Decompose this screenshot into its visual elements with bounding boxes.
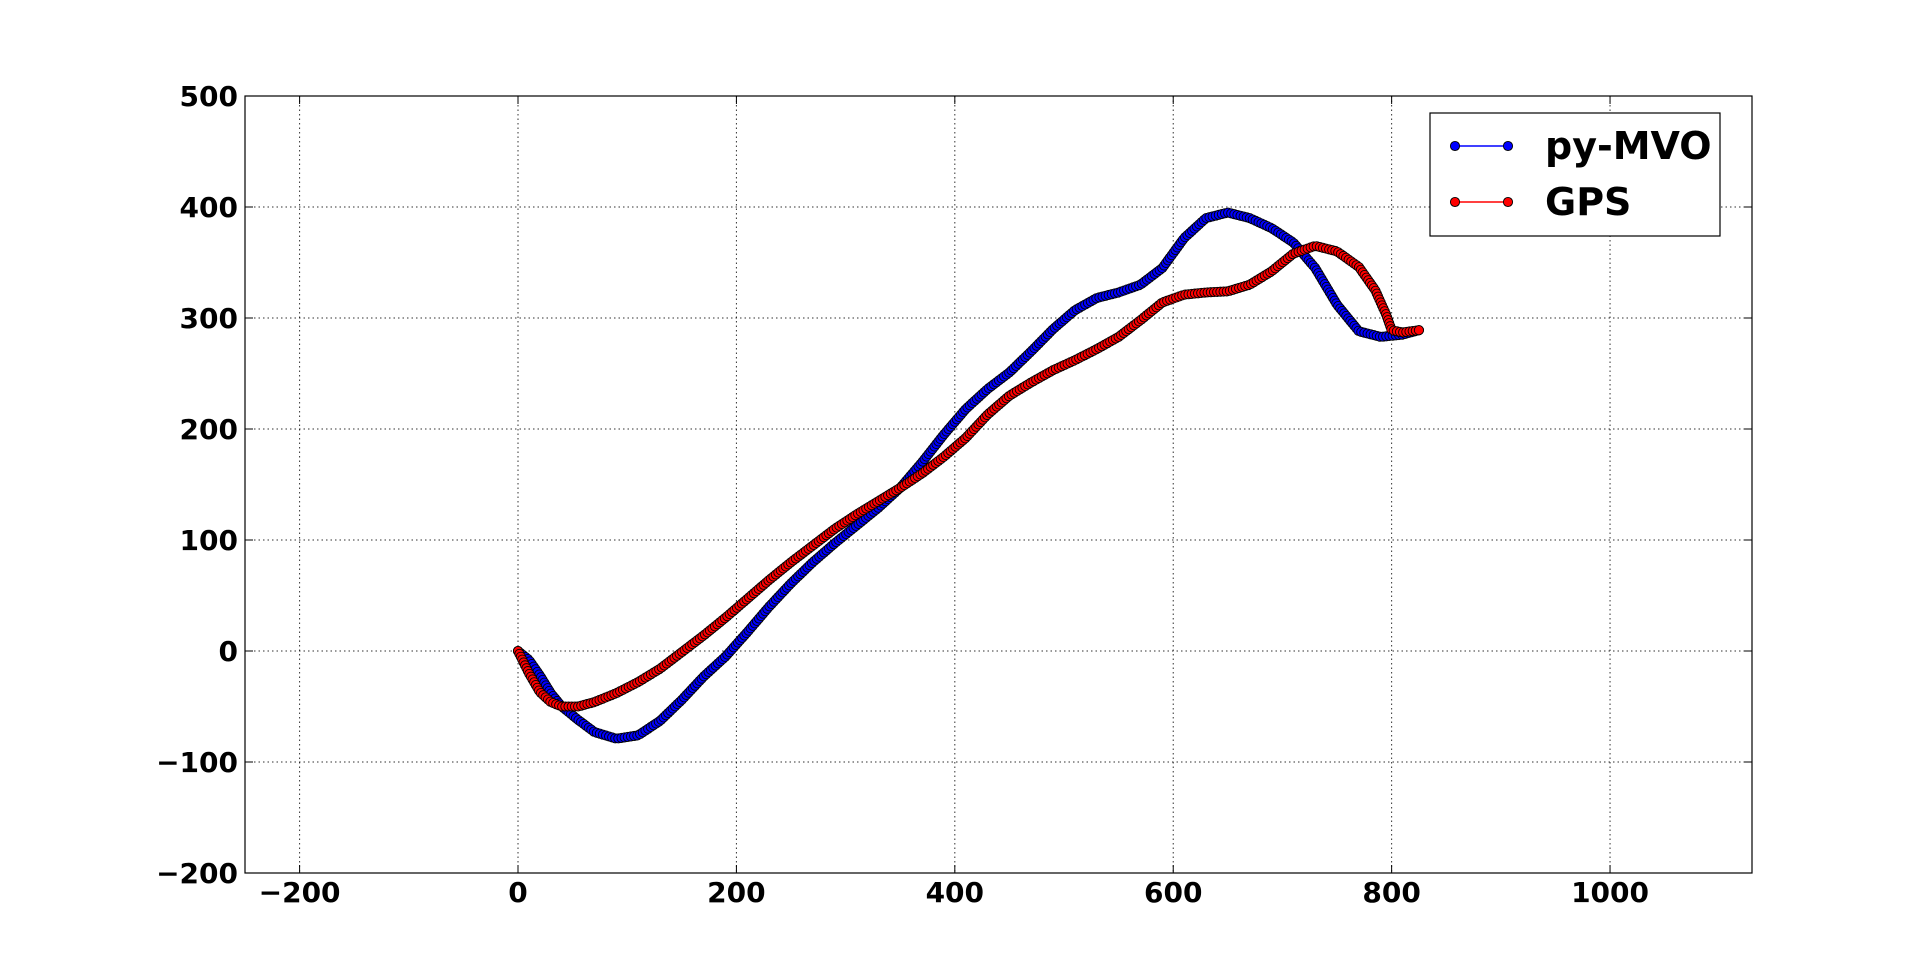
data-point: [1413, 325, 1424, 336]
legend-marker: [1449, 196, 1461, 208]
y-tick-label: 0: [219, 635, 238, 668]
legend-entry: py-MVO: [1449, 124, 1712, 168]
y-tick-label: 500: [180, 80, 238, 113]
legend-marker: [1449, 140, 1461, 152]
y-tick-label: −100: [156, 746, 238, 779]
y-tick-label: 100: [180, 524, 238, 557]
x-tick-label: 0: [508, 876, 527, 909]
x-tick-label: 200: [707, 876, 765, 909]
x-tick-label: 600: [1144, 876, 1202, 909]
plot-frame: [244, 95, 1753, 874]
legend-marker: [1502, 196, 1514, 208]
legend-marker: [1502, 140, 1514, 152]
x-tick-label: 800: [1362, 876, 1420, 909]
x-tick-label: 1000: [1571, 876, 1649, 909]
y-tick-label: 300: [180, 302, 238, 335]
y-tick-label: 200: [180, 413, 238, 446]
series-gps: [512, 241, 1424, 712]
axis-ticks: −200 0 200 400 600 800 1000 −200 −100 0 100 200 300 4…: [156, 80, 1752, 909]
legend-entry: GPS: [1449, 180, 1631, 224]
x-tick-label: −200: [259, 876, 341, 909]
legend: py-MVO GPS: [1429, 112, 1721, 237]
plot-series: [512, 207, 1424, 744]
x-tick-label: 400: [926, 876, 984, 909]
y-tick-label: −200: [156, 857, 238, 890]
legend-label: GPS: [1545, 180, 1631, 224]
legend-box: [1429, 112, 1721, 237]
legend-label: py-MVO: [1545, 124, 1712, 168]
y-tick-label: 400: [180, 191, 238, 224]
series-py-mvo: [512, 207, 1424, 744]
